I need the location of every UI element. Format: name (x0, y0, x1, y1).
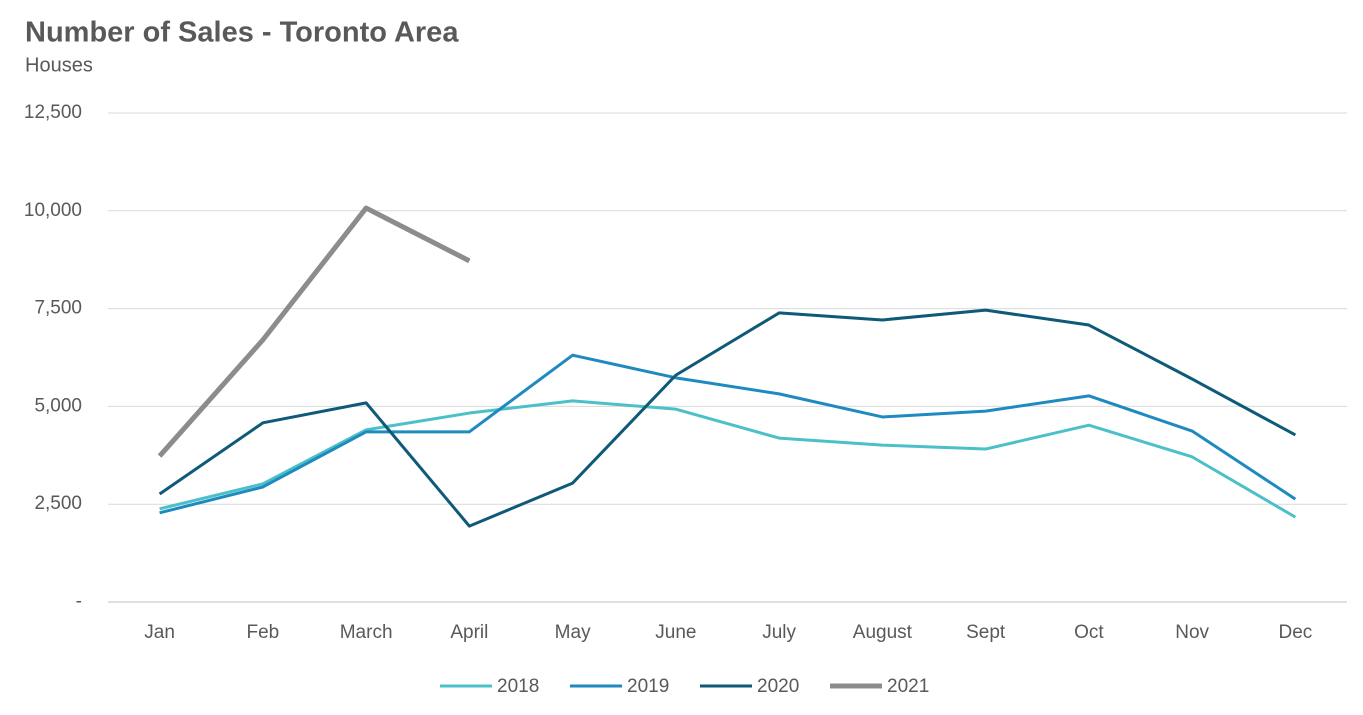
legend-label: 2021 (887, 676, 929, 697)
x-tick-label: Jan (144, 622, 175, 643)
x-tick-label: June (655, 622, 696, 643)
line-series (158, 308, 1297, 528)
legend-label: 2018 (497, 676, 539, 697)
chart-subtitle: Houses (25, 54, 93, 76)
y-tick-label: - (76, 591, 82, 612)
y-tick-label: 7,500 (34, 298, 82, 319)
x-tick-label: Nov (1175, 622, 1209, 643)
x-tick-label: March (340, 622, 393, 643)
x-tick-label: April (450, 622, 488, 643)
x-tick-label: Sept (966, 622, 1006, 643)
x-tick-label: August (853, 622, 913, 643)
x-tick-label: Oct (1074, 622, 1104, 643)
x-tick-label: Dec (1278, 622, 1312, 643)
y-tick-label: 12,500 (24, 102, 82, 123)
line-series (159, 353, 1297, 515)
chart-title: Number of Sales - Toronto Area (25, 17, 459, 49)
line-series (159, 399, 1297, 519)
x-tick-label: July (762, 622, 796, 643)
legend-label: 2019 (627, 676, 669, 697)
line-series (157, 205, 471, 458)
y-tick-label: 2,500 (34, 493, 82, 514)
y-tick-label: 5,000 (34, 395, 82, 416)
x-tick-label: Feb (247, 622, 280, 643)
x-tick-label: May (555, 622, 591, 643)
y-tick-label: 10,000 (24, 200, 82, 221)
legend-label: 2020 (757, 676, 799, 697)
